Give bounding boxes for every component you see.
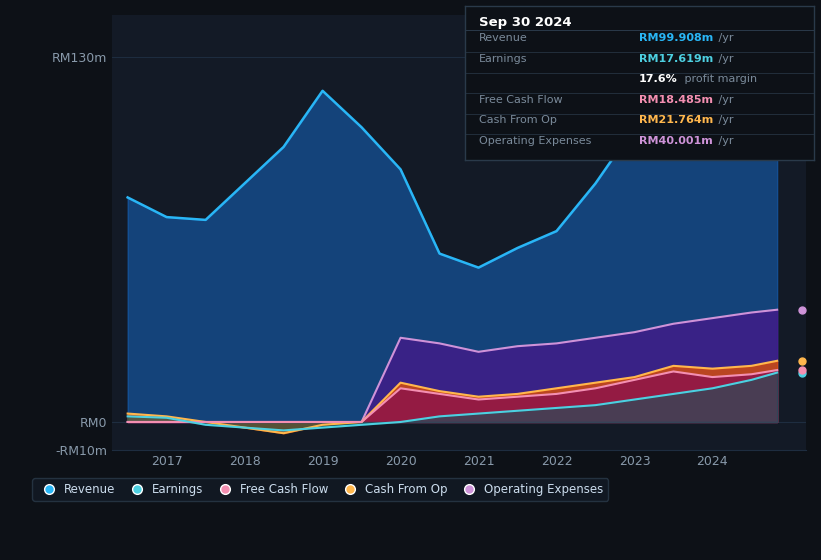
Text: Revenue: Revenue: [479, 34, 527, 43]
Text: /yr: /yr: [714, 115, 733, 125]
Text: /yr: /yr: [714, 95, 733, 105]
Text: profit margin: profit margin: [681, 74, 757, 85]
Text: Earnings: Earnings: [479, 54, 527, 64]
Text: Free Cash Flow: Free Cash Flow: [479, 95, 562, 105]
Text: /yr: /yr: [714, 34, 733, 43]
Text: /yr: /yr: [714, 136, 733, 146]
Text: RM17.619m: RM17.619m: [639, 54, 713, 64]
Text: RM40.001m: RM40.001m: [639, 136, 713, 146]
Text: 17.6%: 17.6%: [639, 74, 678, 85]
Text: Operating Expenses: Operating Expenses: [479, 136, 591, 146]
Text: RM21.764m: RM21.764m: [639, 115, 713, 125]
Text: /yr: /yr: [714, 54, 733, 64]
Text: RM99.908m: RM99.908m: [639, 34, 713, 43]
Text: Cash From Op: Cash From Op: [479, 115, 557, 125]
Text: Sep 30 2024: Sep 30 2024: [479, 16, 571, 29]
Legend: Revenue, Earnings, Free Cash Flow, Cash From Op, Operating Expenses: Revenue, Earnings, Free Cash Flow, Cash …: [32, 478, 608, 501]
Text: RM18.485m: RM18.485m: [639, 95, 713, 105]
